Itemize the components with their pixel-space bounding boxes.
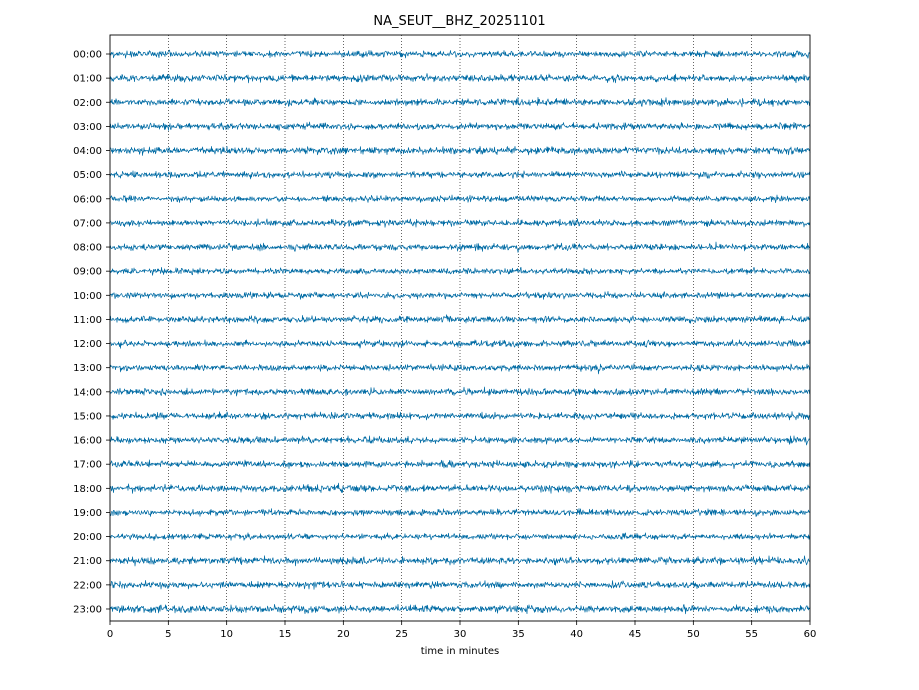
x-tick-label: 0 (107, 629, 113, 640)
y-tick-label: 12:00 (73, 339, 102, 350)
x-tick-label: 25 (395, 629, 408, 640)
traces (109, 49, 811, 615)
x-tick-label: 60 (804, 629, 817, 640)
x-tick-label: 5 (165, 629, 171, 640)
y-tick-label: 22:00 (73, 580, 102, 591)
y-tick-label: 00:00 (73, 50, 102, 61)
y-tick-label: 05:00 (73, 170, 102, 181)
trace-hour-13 (109, 363, 811, 375)
x-tick-label: 20 (337, 629, 350, 640)
y-tick-label: 06:00 (73, 194, 102, 205)
y-tick-label: 17:00 (73, 460, 102, 471)
trace-hour-07 (109, 218, 811, 228)
x-tick-label: 40 (570, 629, 583, 640)
y-tick-label: 13:00 (73, 363, 102, 374)
trace-hour-09 (109, 266, 811, 276)
trace-hour-03 (109, 121, 811, 131)
y-tick-label: 18:00 (73, 484, 102, 495)
trace-hour-18 (109, 482, 811, 494)
y-tick-label: 23:00 (73, 604, 102, 615)
y-tick-label: 01:00 (73, 74, 102, 85)
trace-hour-10 (109, 291, 811, 300)
y-tick-label: 16:00 (73, 436, 102, 447)
x-tick-label: 45 (629, 629, 642, 640)
trace-hour-00 (109, 49, 810, 59)
trace-hour-21 (109, 555, 811, 567)
trace-hour-15 (109, 411, 811, 421)
y-tick-label: 07:00 (73, 218, 102, 229)
trace-hour-23 (109, 603, 811, 615)
y-tick-label: 11:00 (73, 315, 102, 326)
trace-hour-16 (109, 435, 811, 446)
y-axis-ticks: 00:00 01:00 02:00 03:00 04:00 05:00 06:00 07:00… (73, 50, 110, 615)
trace-hour-19 (109, 508, 811, 517)
y-tick-label: 19:00 (73, 508, 102, 519)
x-axis-ticks: 0 5 10 15 20 25 30 35 40 45 50 55 60 (107, 621, 817, 640)
trace-hour-01 (109, 73, 811, 84)
y-tick-label: 02:00 (73, 98, 102, 109)
y-tick-label: 21:00 (73, 556, 102, 567)
y-tick-label: 15:00 (73, 411, 102, 422)
trace-hour-02 (109, 96, 811, 108)
trace-hour-05 (109, 170, 811, 180)
y-tick-label: 20:00 (73, 532, 102, 543)
x-tick-label: 10 (220, 629, 233, 640)
x-tick-label: 55 (745, 629, 758, 640)
y-tick-label: 04:00 (73, 146, 102, 157)
x-axis-label: time in minutes (421, 646, 500, 657)
trace-hour-08 (109, 241, 811, 253)
x-tick-label: 35 (512, 629, 525, 640)
x-tick-label: 30 (454, 629, 467, 640)
trace-hour-20 (109, 532, 811, 541)
y-tick-label: 03:00 (73, 122, 102, 133)
trace-hour-12 (109, 339, 811, 349)
y-tick-label: 10:00 (73, 291, 102, 302)
trace-hour-04 (109, 145, 811, 156)
x-tick-label: 50 (687, 629, 700, 640)
trace-hour-11 (109, 314, 811, 324)
trace-hour-17 (109, 459, 811, 469)
y-tick-label: 08:00 (73, 243, 102, 254)
trace-hour-22 (109, 580, 811, 590)
y-tick-label: 09:00 (73, 267, 102, 278)
chart-title: NA_SEUT__BHZ_20251101 (373, 14, 545, 29)
trace-hour-06 (109, 194, 811, 204)
trace-hour-14 (109, 386, 811, 397)
x-tick-label: 15 (279, 629, 292, 640)
y-tick-label: 14:00 (73, 387, 102, 398)
